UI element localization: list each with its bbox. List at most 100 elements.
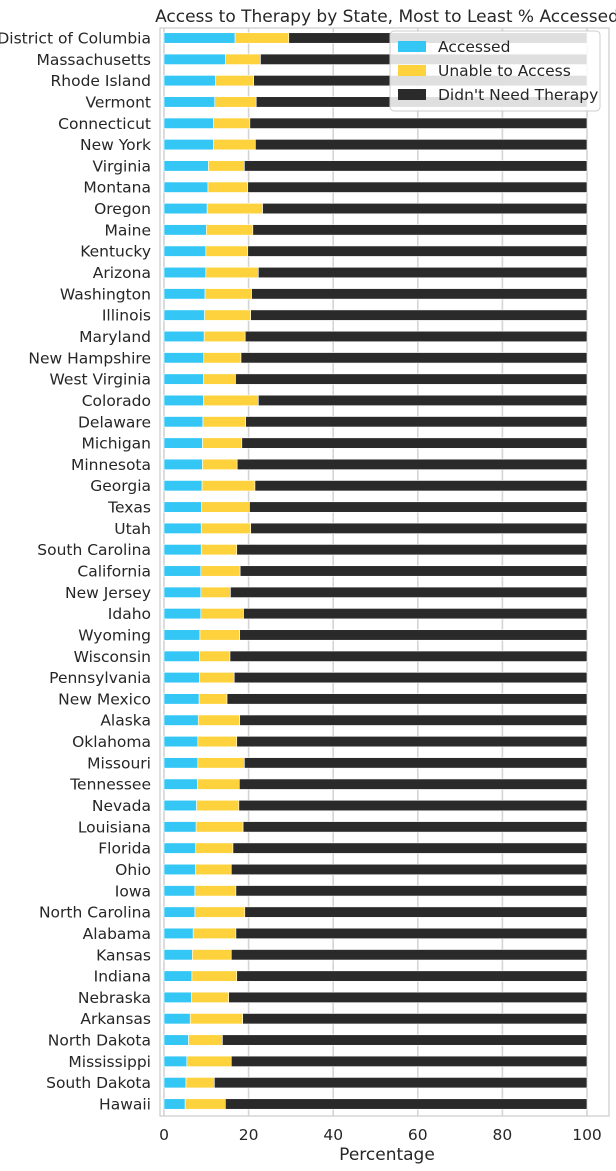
bar-alaska-series-1 — [197, 714, 241, 726]
bar-minnesota-series-1 — [202, 458, 238, 470]
bar-idaho-series-2 — [243, 608, 588, 620]
y-tick-label: New Mexico — [58, 690, 151, 708]
bar-florida-series-1 — [195, 842, 234, 854]
bar-arkansas-series-0 — [163, 1013, 191, 1025]
bar-illinois-series-1 — [204, 309, 252, 321]
bar-wisconsin-series-2 — [229, 650, 588, 662]
plot-frame — [159, 27, 610, 1117]
bar-nebraska-series-0 — [163, 991, 192, 1003]
bar-arizona-series-0 — [163, 266, 207, 279]
bar-ohio-series-2 — [230, 863, 588, 876]
y-tick-label: North Carolina — [39, 904, 151, 922]
legend-swatch-1 — [398, 65, 426, 76]
bar-north-dakota-series-1 — [188, 1034, 223, 1046]
bar-hawaii-series-1 — [184, 1098, 226, 1110]
x-tick-label-100: 100 — [572, 1126, 602, 1144]
x-axis-title: Percentage — [339, 1145, 435, 1165]
bar-tennessee-series-0 — [163, 778, 198, 790]
bar-missouri-series-1 — [197, 757, 245, 769]
bar-mississippi-series-0 — [163, 1055, 188, 1067]
bar-maryland-series-1 — [203, 330, 246, 343]
bar-illinois-series-0 — [163, 309, 205, 321]
bar-south-carolina-series-0 — [163, 544, 202, 556]
bar-maine-series-2 — [252, 224, 588, 236]
bar-oregon-series-0 — [163, 203, 208, 215]
y-tick-label: Tennessee — [69, 776, 151, 794]
bar-montana-series-1 — [207, 181, 249, 193]
bar-colorado-series-0 — [163, 394, 204, 406]
y-tick-label: Oklahoma — [72, 733, 151, 751]
axes: District of Columbia Massachusetts Rhode I… — [0, 27, 610, 1144]
bar-massachusetts-series-0 — [163, 53, 226, 65]
bar-new-york-series-1 — [213, 139, 256, 151]
bar-wyoming-series-1 — [199, 629, 241, 641]
bar-oklahoma-series-0 — [163, 736, 199, 748]
x-tick-label-20: 20 — [239, 1126, 259, 1144]
bar-kansas-series-1 — [192, 949, 232, 961]
bar-maryland-series-0 — [163, 330, 205, 343]
y-tick-label: Maryland — [79, 328, 151, 346]
bar-texas-series-1 — [201, 501, 250, 513]
bar-west-virginia-series-2 — [235, 373, 588, 385]
chart-title: Access to Therapy by State, Most to Leas… — [155, 7, 616, 27]
bar-new-hampshire-series-1 — [203, 352, 242, 364]
bar-delaware-series-1 — [202, 416, 246, 428]
bar-kansas-series-2 — [230, 949, 588, 961]
bar-idaho-series-0 — [163, 608, 202, 620]
bar-alabama-series-1 — [192, 927, 237, 939]
y-tick-label: Rhode Island — [51, 72, 152, 90]
y-tick-label: Louisiana — [78, 818, 151, 836]
x-tick-label-40: 40 — [323, 1126, 343, 1144]
y-tick-label: Wyoming — [78, 626, 151, 644]
y-tick-label: Illinois — [102, 307, 151, 325]
bar-arkansas-series-2 — [242, 1013, 588, 1025]
bar-arkansas-series-1 — [189, 1013, 243, 1025]
y-tick-label: Georgia — [90, 477, 151, 495]
y-tick-label: Kentucky — [80, 243, 151, 261]
bar-maryland-series-2 — [244, 330, 588, 343]
bar-north-dakota-series-0 — [163, 1034, 189, 1046]
bar-virginia-series-1 — [208, 160, 245, 172]
bar-pennsylvania-series-0 — [163, 672, 200, 684]
bar-iowa-series-0 — [163, 885, 196, 897]
bar-indiana-series-1 — [191, 970, 238, 982]
bar-rhode-island-series-1 — [215, 75, 254, 87]
y-tick-label: New Jersey — [65, 584, 151, 602]
bar-nevada-series-0 — [163, 799, 197, 812]
bar-alabama-series-2 — [235, 927, 588, 939]
bar-arizona-series-1 — [205, 266, 259, 279]
y-tick-label: Vermont — [85, 93, 151, 111]
bar-louisiana-series-1 — [195, 821, 244, 833]
bar-nevada-series-1 — [196, 799, 240, 812]
bar-washington-series-2 — [251, 288, 588, 300]
bar-washington-series-0 — [163, 288, 206, 300]
bar-alabama-series-0 — [163, 927, 194, 939]
legend-swatch-0 — [398, 41, 426, 52]
bar-maine-series-0 — [163, 224, 207, 236]
y-tick-label: Wisconsin — [74, 648, 151, 666]
bar-new-mexico-series-0 — [163, 693, 200, 705]
bar-hawaii-series-2 — [225, 1098, 588, 1110]
bar-utah-series-2 — [250, 522, 588, 534]
legend-swatch-2 — [398, 89, 426, 100]
bar-missouri-series-2 — [244, 757, 588, 769]
bar-wisconsin-series-1 — [199, 650, 231, 662]
bar-iowa-series-2 — [235, 885, 588, 897]
y-tick-label: Kansas — [96, 946, 151, 964]
bar-virginia-series-2 — [244, 160, 588, 172]
bar-new-jersey-series-2 — [230, 586, 588, 598]
bar-wyoming-series-0 — [163, 629, 201, 641]
y-tick-label: Nebraska — [78, 989, 151, 1007]
bar-new-mexico-series-1 — [198, 693, 228, 705]
bar-texas-series-2 — [249, 501, 588, 513]
bar-oregon-series-2 — [262, 203, 588, 215]
bar-nebraska-series-2 — [228, 991, 588, 1003]
y-tick-label: Massachusetts — [36, 51, 151, 69]
bar-georgia-series-2 — [254, 480, 588, 492]
bar-missouri-series-0 — [163, 757, 199, 769]
bar-connecticut-series-2 — [249, 117, 588, 129]
bar-maine-series-1 — [206, 224, 254, 236]
x-tick-label-0: 0 — [159, 1126, 169, 1144]
bar-massachusetts-series-1 — [225, 53, 261, 65]
